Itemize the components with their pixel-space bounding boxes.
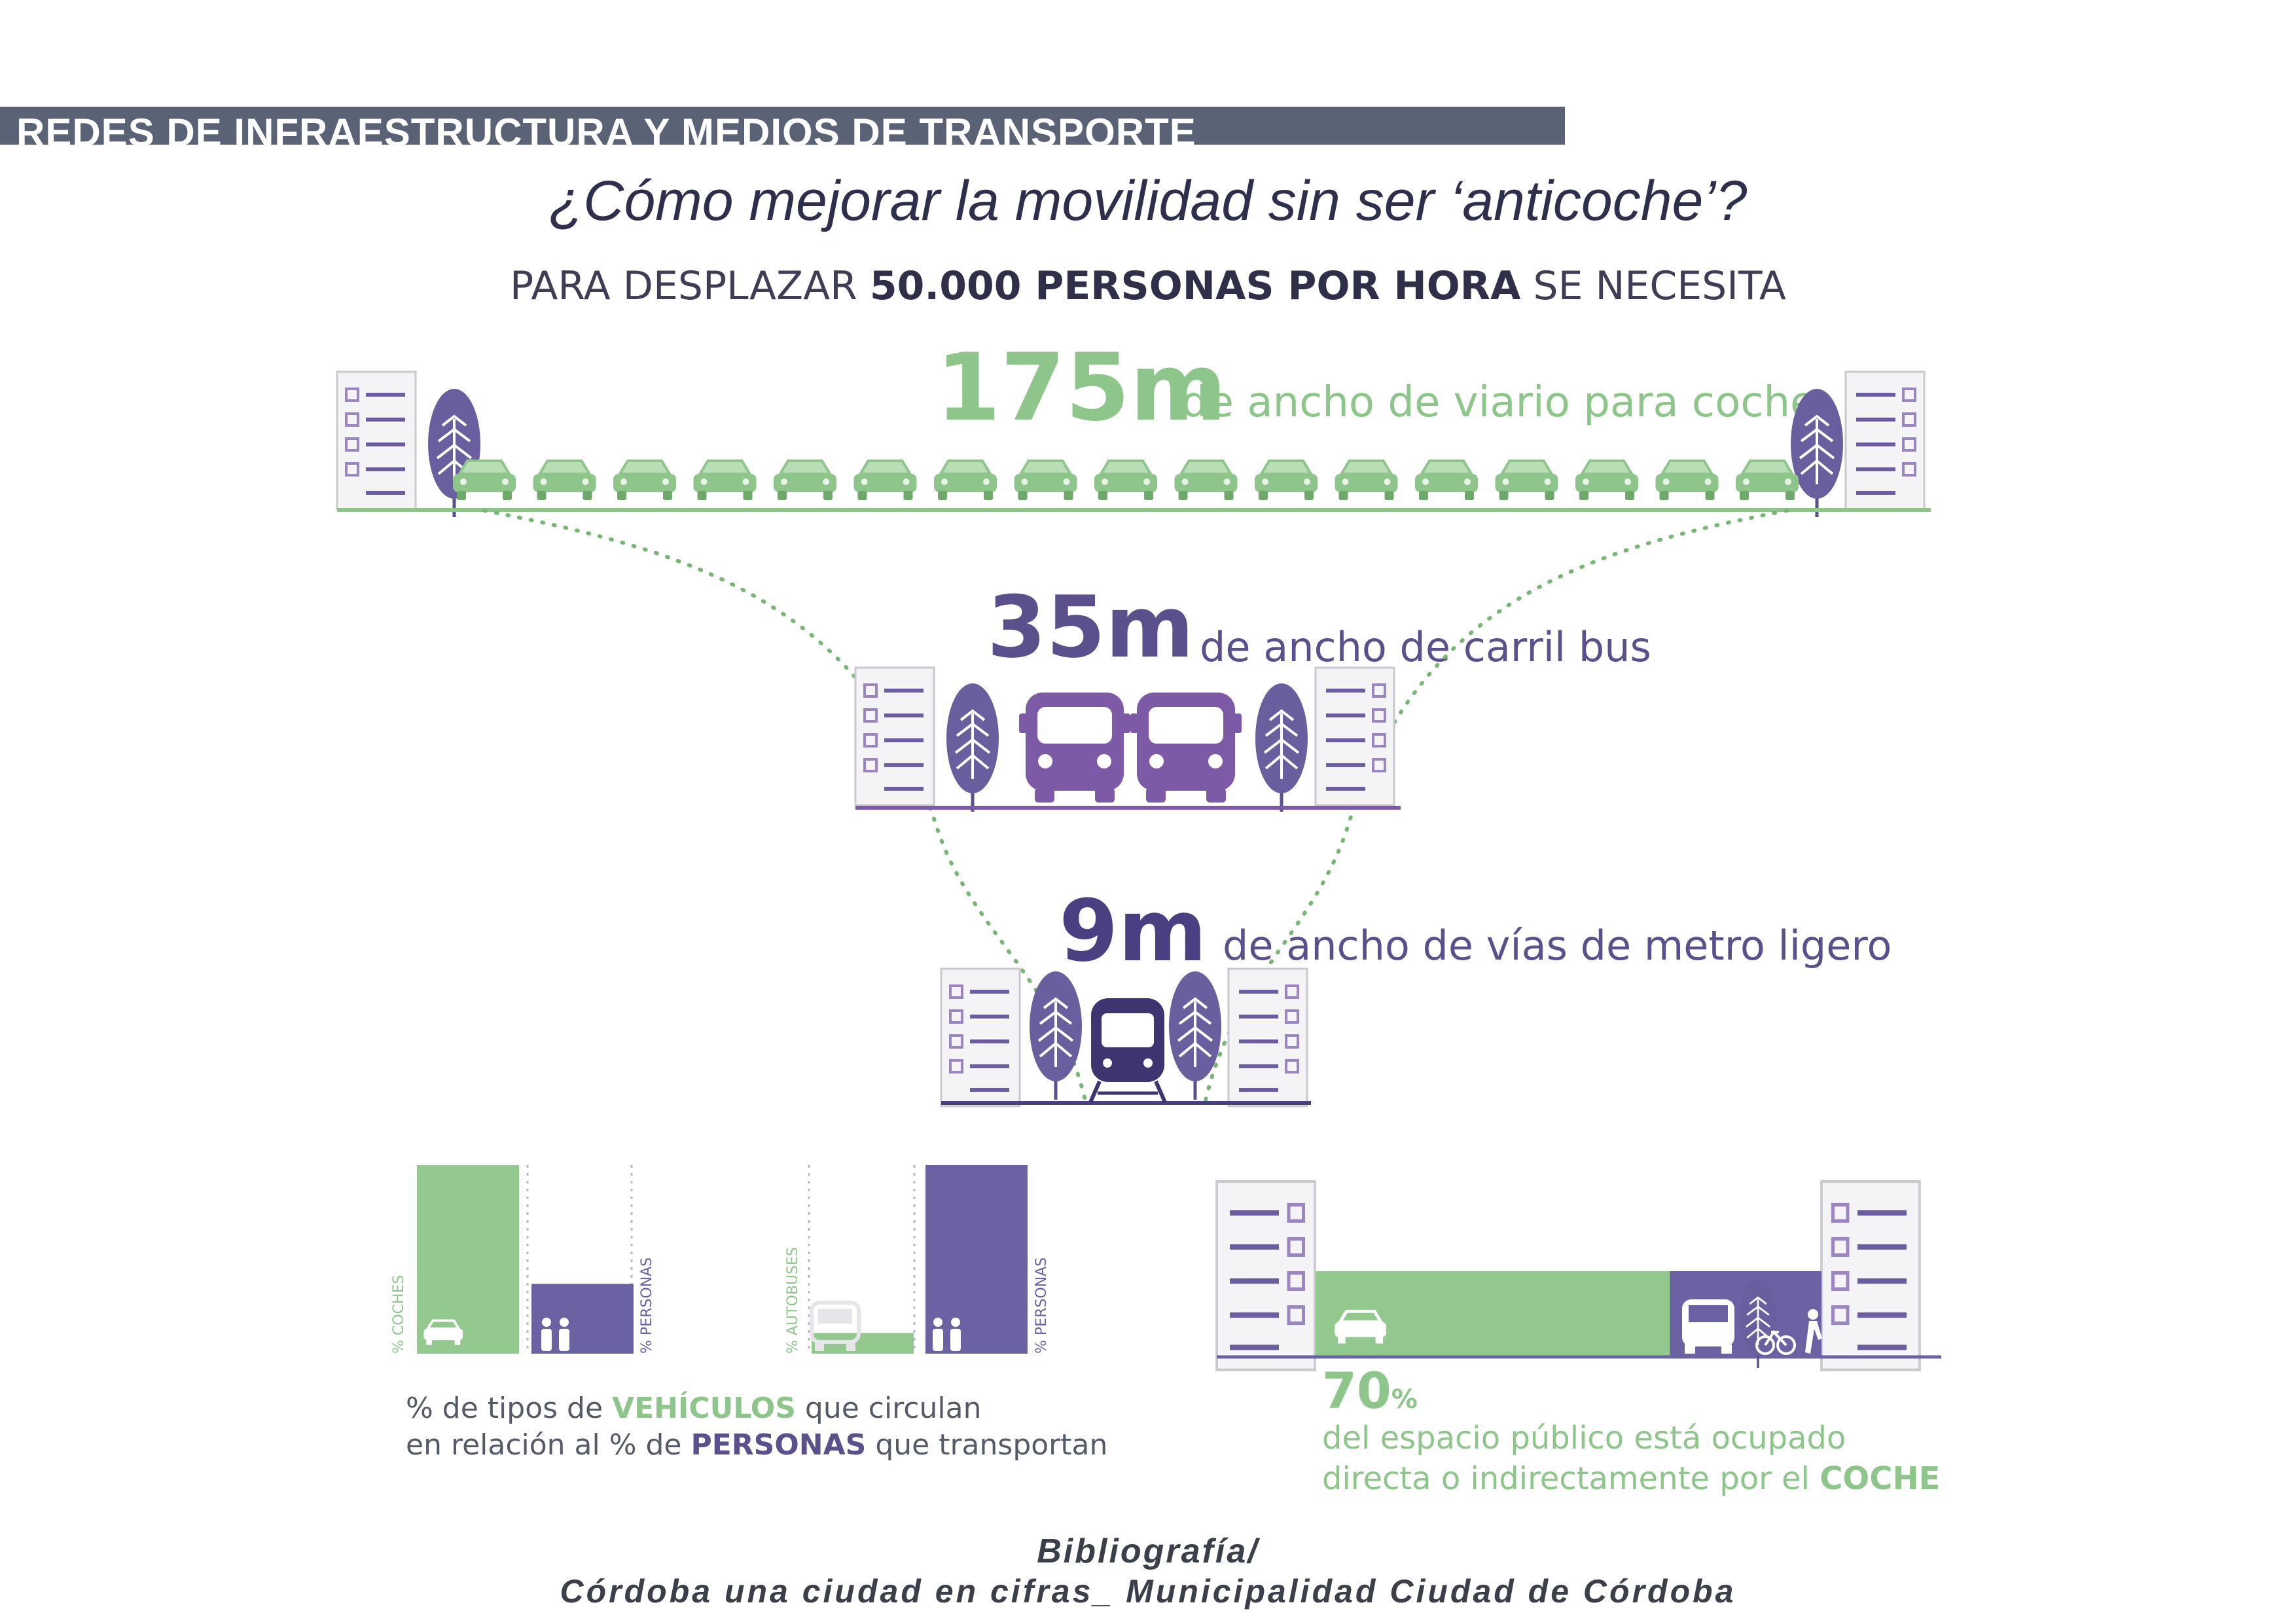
bus-street	[855, 668, 1401, 812]
car-14	[1494, 460, 1560, 501]
car-13	[1414, 460, 1479, 501]
bus-width-label: de ancho de carril bus	[1200, 623, 1651, 671]
header-title: REDES DE INFRAESTRUCTURA Y MEDIOS DE TRA…	[16, 111, 1196, 145]
car-11	[1253, 460, 1319, 501]
car-1	[452, 460, 517, 501]
car-3	[612, 460, 677, 501]
car-street	[337, 372, 1931, 517]
bar-chart-cars: % COCHES % PERSONAS	[391, 1165, 655, 1354]
metro-train	[1088, 998, 1167, 1104]
people-icon	[933, 1318, 961, 1351]
axis-label-cars: % COCHES	[391, 1275, 407, 1354]
chart-caption-line2: en relación al % de PERSONAS que transpo…	[406, 1428, 1108, 1462]
public-space-diagram	[1217, 1182, 1941, 1370]
bibliography-source: Córdoba una ciudad en cifras_ Municipali…	[560, 1573, 1736, 1610]
metro-width-value: 9m	[1059, 881, 1207, 981]
subtitle: PARA DESPLAZAR 50.000 PERSONAS POR HORA …	[0, 263, 2296, 309]
car-10	[1173, 460, 1239, 501]
car-icon	[423, 1319, 463, 1345]
bus-1	[1019, 693, 1130, 803]
space-caption-line1: del espacio público está ocupado	[1322, 1420, 1846, 1456]
page-question: ¿Cómo mejorar la movilidad sin ser ‘anti…	[548, 170, 1748, 232]
space-caption: del espacio público está ocupado directa…	[1322, 1418, 1940, 1499]
car-2	[531, 460, 598, 501]
space-value: 70	[1322, 1362, 1391, 1420]
header-band: REDES DE INFRAESTRUCTURA Y MEDIOS DE TRA…	[0, 107, 1565, 145]
bar-chart-buses: % AUTOBUSES % PERSONAS	[785, 1165, 1050, 1354]
space-unit: %	[1391, 1384, 1418, 1415]
bus-width-value: 35m	[987, 577, 1194, 677]
car-row	[452, 460, 1800, 501]
space-percentage: 70%	[1322, 1362, 1418, 1420]
subtitle-bold: 50.000 PERSONAS POR HORA	[869, 263, 1521, 309]
car-16	[1654, 460, 1720, 501]
car-5	[772, 460, 838, 501]
axis-label-buses: % AUTOBUSES	[785, 1247, 801, 1354]
car-width-label: de ancho de viario para coche	[1181, 378, 1816, 427]
space-caption-line2: directa o indirectamente por el COCHE	[1322, 1460, 1941, 1497]
chart-caption-line1: % de tipos de VEHÍCULOS que circulan	[406, 1392, 982, 1425]
car-15	[1574, 460, 1640, 501]
car-8	[1013, 460, 1079, 501]
car-7	[933, 460, 998, 501]
bar-cars	[417, 1165, 519, 1354]
subtitle-pre: PARA DESPLAZAR	[510, 263, 870, 309]
car-4	[692, 460, 758, 501]
car-icon	[1335, 1309, 1386, 1344]
axis-label-people-1: % PERSONAS	[639, 1257, 655, 1354]
bus-icon	[810, 1301, 861, 1351]
car-12	[1333, 460, 1399, 501]
car-width-value: 175m	[936, 334, 1227, 442]
car-9	[1093, 460, 1158, 501]
pedestrian-icon	[1805, 1309, 1822, 1354]
car-6	[852, 460, 918, 501]
bibliography-label: Bibliografía/	[1037, 1532, 1259, 1570]
metro-street	[941, 969, 1311, 1106]
space-car-area	[1316, 1271, 1670, 1356]
metro-width-label: de ancho de vías de metro ligero	[1223, 922, 1892, 969]
chart-caption: % de tipos de VEHÍCULOS que circulan en …	[406, 1390, 1107, 1464]
people-icon	[541, 1318, 569, 1351]
bus-icon	[1682, 1299, 1734, 1354]
axis-label-people-2: % PERSONAS	[1033, 1257, 1050, 1354]
subtitle-post: SE NECESITA	[1520, 263, 1786, 309]
car-17	[1734, 460, 1800, 501]
bus-2	[1130, 693, 1242, 803]
bicycle-icon	[1755, 1329, 1796, 1355]
